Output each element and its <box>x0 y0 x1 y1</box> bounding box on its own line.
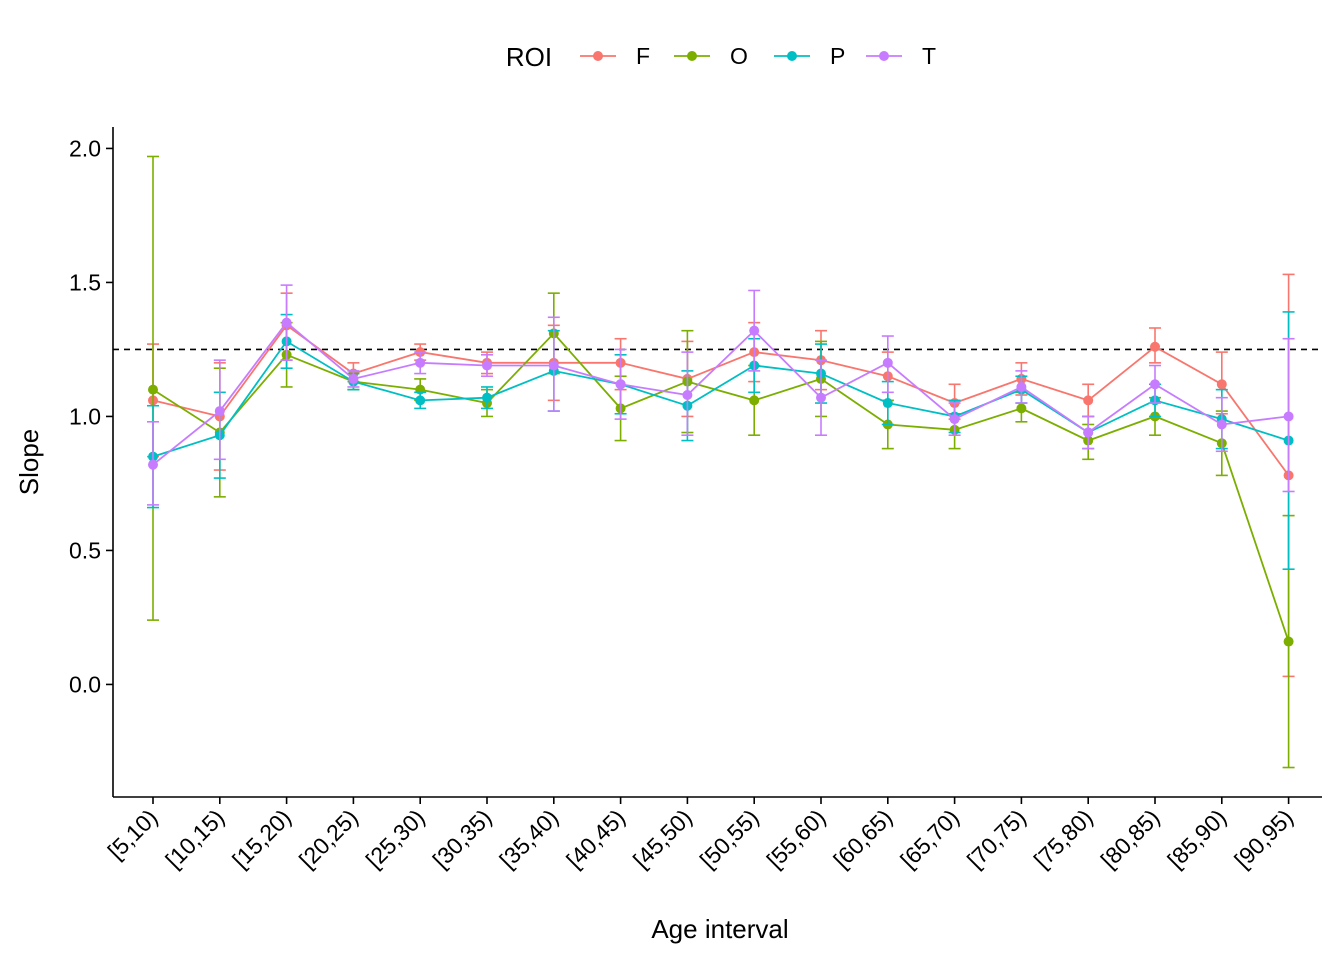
data-point <box>482 392 492 403</box>
data-point <box>749 325 760 336</box>
y-tick-label: 0.0 <box>69 671 101 697</box>
x-axis-title: Age interval <box>651 914 788 944</box>
data-point <box>1150 341 1160 352</box>
series-O <box>147 155 1295 769</box>
legend-item-O: O <box>674 43 748 69</box>
x-tick-label: [45,50) <box>628 804 697 873</box>
y-tick-label: 0.5 <box>69 537 101 563</box>
data-point <box>1283 636 1294 647</box>
series-line <box>152 324 1290 476</box>
series-line <box>152 332 1290 642</box>
x-tick-label: [5,10) <box>103 804 163 864</box>
axes: 0.0 0.5 1.0 1.5 2.0 [5,10)[10,15)[15,20)[20,2… <box>69 127 1322 873</box>
data-point <box>882 357 893 368</box>
x-tick-label: [55,60) <box>762 804 831 873</box>
x-tick-label: [10,15) <box>160 804 229 873</box>
data-point <box>415 357 426 368</box>
legend-item-F: F <box>580 43 650 69</box>
data-point <box>1283 411 1294 422</box>
data-point <box>148 384 158 395</box>
x-tick-label: [20,25) <box>294 804 363 873</box>
data-point <box>482 360 492 371</box>
series-line <box>152 321 1289 466</box>
data-point <box>1016 381 1027 392</box>
x-tick-label: [85,90) <box>1162 804 1231 873</box>
data-point <box>615 379 626 390</box>
data-point <box>415 395 426 406</box>
legend-item-T: T <box>866 43 936 69</box>
x-tick-label: [50,55) <box>695 804 764 873</box>
data-point <box>1083 395 1094 406</box>
data-point <box>348 373 359 384</box>
legend-key-point <box>687 51 697 61</box>
data-point <box>214 406 225 417</box>
x-tick-label: [15,20) <box>227 804 296 873</box>
legend-label: P <box>830 43 845 69</box>
series-layer <box>147 155 1295 769</box>
x-tick-label: [35,40) <box>494 804 563 873</box>
legend-key-point <box>879 51 889 61</box>
y-tick-label: 1.5 <box>69 269 101 295</box>
x-tick-label: [60,65) <box>828 804 897 873</box>
legend-title: ROI <box>506 42 552 72</box>
legend-key-point <box>787 51 797 61</box>
x-tick-label: [75,80) <box>1029 804 1098 873</box>
data-point <box>1216 419 1227 430</box>
data-point <box>882 398 893 409</box>
x-tick-label: [70,75) <box>962 804 1031 873</box>
x-tick-label: [90,95) <box>1229 804 1298 873</box>
x-tick-label: [25,30) <box>361 804 430 873</box>
series-F <box>147 273 1295 678</box>
data-point <box>1016 403 1027 414</box>
y-tick-label: 1.0 <box>69 403 101 429</box>
data-point <box>816 392 826 403</box>
x-tick-label: [80,85) <box>1096 804 1165 873</box>
data-point <box>281 317 292 328</box>
legend-item-P: P <box>774 43 845 69</box>
data-point <box>148 459 158 470</box>
legend-key-point <box>593 51 603 61</box>
data-point <box>1150 379 1160 390</box>
x-tick-label: [30,35) <box>428 804 497 873</box>
legend-label: O <box>730 43 748 69</box>
series-line <box>152 340 1289 458</box>
data-point <box>1083 427 1094 438</box>
data-point <box>1216 379 1227 390</box>
data-point <box>682 390 693 400</box>
legend-label: T <box>922 43 936 69</box>
x-tick-label: [40,45) <box>561 804 630 873</box>
data-point <box>949 414 960 425</box>
series-T <box>147 284 1295 506</box>
x-tick-label: [65,70) <box>895 804 964 873</box>
legend-label: F <box>636 43 650 69</box>
legend: ROI F O P T <box>506 42 936 72</box>
y-axis-title: Slope <box>14 429 44 496</box>
data-point <box>548 360 559 371</box>
y-tick-label: 2.0 <box>69 135 101 161</box>
data-point <box>749 395 760 406</box>
